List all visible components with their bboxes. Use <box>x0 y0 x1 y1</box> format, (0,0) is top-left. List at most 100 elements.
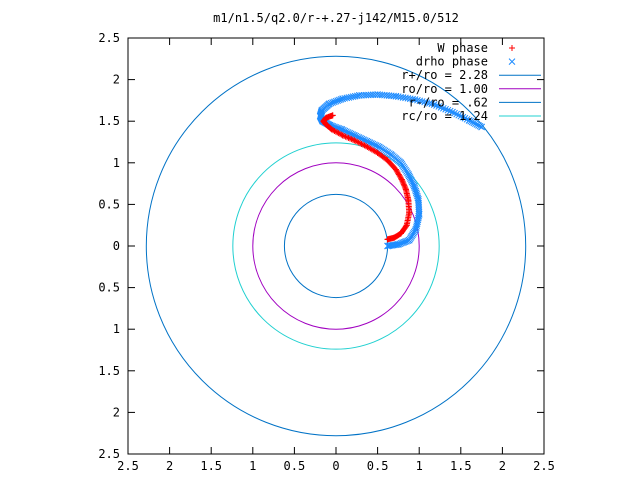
radius-circle <box>252 162 420 330</box>
data-point <box>433 102 440 109</box>
data-point <box>342 133 349 140</box>
data-point <box>508 58 516 65</box>
chart-title: m1/n1.5/q2.0/r-+.27-j142/M15.0/512 <box>213 11 459 25</box>
data-point <box>362 143 369 150</box>
data-point <box>430 101 438 108</box>
x-tick-label: 1 <box>416 459 423 473</box>
legend-label: drho phase <box>416 55 488 69</box>
x-tick-label: 2 <box>166 459 173 473</box>
x-tick-label: 0.5 <box>284 459 306 473</box>
y-tick-label: 2 <box>113 405 120 419</box>
data-point <box>457 112 465 120</box>
data-point <box>339 132 346 139</box>
data-point <box>463 115 471 123</box>
legend-label: ro/ro = 1.00 <box>401 82 488 96</box>
legend-label: r-/ro = .62 <box>409 95 488 109</box>
data-point <box>428 100 436 108</box>
y-tick-label: 0.5 <box>98 197 120 211</box>
data-point <box>337 96 345 103</box>
data-point <box>455 111 463 119</box>
y-tick-label: 0 <box>113 239 120 253</box>
x-tick-label: 1.5 <box>450 459 472 473</box>
phase-points <box>316 91 485 250</box>
data-point <box>355 139 362 146</box>
data-point <box>338 131 345 138</box>
data-point <box>334 129 341 136</box>
data-point <box>360 141 367 148</box>
data-point <box>453 110 460 118</box>
data-point <box>472 120 479 128</box>
x-tick-label: 2.5 <box>533 459 555 473</box>
data-point <box>346 135 353 142</box>
data-point <box>446 107 454 115</box>
data-point <box>344 134 351 141</box>
data-point <box>402 223 409 230</box>
data-point <box>332 128 339 135</box>
data-point <box>416 97 424 105</box>
data-point <box>331 127 338 134</box>
data-point <box>411 96 419 103</box>
y-tick-label: 1.5 <box>98 364 120 378</box>
y-tick-label: 2.5 <box>98 447 120 461</box>
data-point <box>351 137 358 144</box>
y-tick-label: 0.5 <box>98 281 120 295</box>
legend-label: W phase <box>437 41 488 55</box>
data-point <box>426 99 433 107</box>
data-point <box>335 130 342 137</box>
x-tick-label: 2 <box>499 459 506 473</box>
data-point <box>444 106 452 114</box>
y-tick-label: 1 <box>113 322 120 336</box>
data-point <box>476 122 484 130</box>
data-point <box>352 138 359 145</box>
radius-circle <box>145 55 527 437</box>
data-point <box>418 98 426 105</box>
x-tick-label: 1.5 <box>200 459 222 473</box>
data-point <box>437 104 445 111</box>
data-point <box>451 109 458 117</box>
series-points <box>316 91 485 250</box>
axis-ticks: 2.5 2 1.5 1 0.5 0 0.5 1 1.5 2 2.52.521.510.500.511… <box>98 31 555 473</box>
data-point <box>509 45 515 51</box>
data-point <box>475 122 482 129</box>
data-point <box>357 140 364 147</box>
y-tick-label: 1.5 <box>98 114 120 128</box>
legend-label: rc/ro = 1.24 <box>401 109 488 123</box>
data-point <box>349 136 356 143</box>
data-point <box>442 105 449 113</box>
x-tick-label: 1 <box>249 459 256 473</box>
data-point <box>354 138 361 145</box>
data-point <box>361 142 368 149</box>
data-point <box>329 112 336 119</box>
data-point <box>341 132 348 139</box>
data-point <box>468 118 476 126</box>
legend-label: r+/ro = 2.28 <box>401 68 488 82</box>
data-point <box>421 98 428 106</box>
radius-circle <box>232 142 440 350</box>
data-point <box>459 113 467 121</box>
y-tick-label: 1 <box>113 156 120 170</box>
data-point <box>348 136 355 143</box>
data-point <box>439 104 447 112</box>
data-point <box>473 121 481 128</box>
x-tick-label: 0.5 <box>367 459 389 473</box>
data-point <box>336 130 343 137</box>
data-point <box>461 114 469 122</box>
y-tick-label: 2.5 <box>98 31 120 45</box>
data-point <box>449 108 456 116</box>
data-point <box>435 103 443 110</box>
data-point <box>467 117 475 125</box>
data-point <box>345 134 352 141</box>
x-tick-label: 2.5 <box>117 459 139 473</box>
data-point <box>392 241 400 249</box>
radius-circles <box>145 55 527 437</box>
radius-circle <box>283 193 389 299</box>
data-point <box>358 140 365 147</box>
x-tick-label: 0 <box>332 459 339 473</box>
data-point <box>414 96 421 104</box>
y-tick-label: 2 <box>113 73 120 87</box>
data-point <box>470 119 478 127</box>
series-points <box>320 112 413 243</box>
data-point <box>465 117 473 124</box>
